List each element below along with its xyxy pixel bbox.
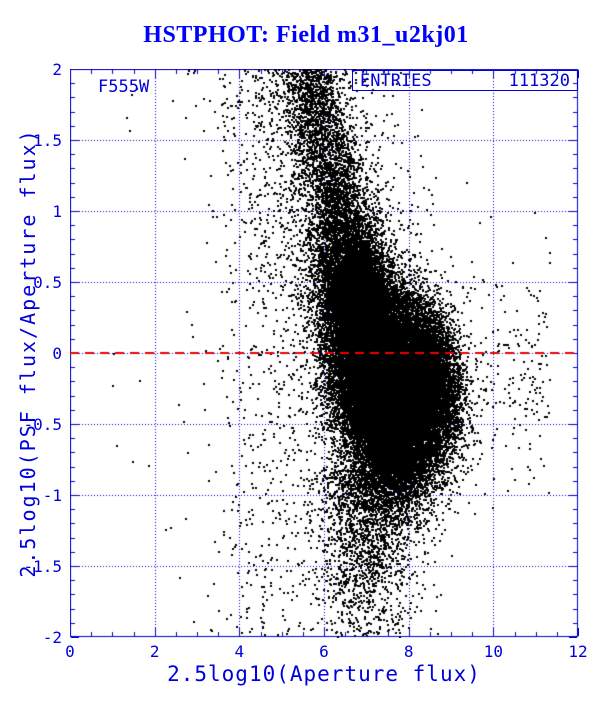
entries-label: ENTRIES (360, 70, 432, 91)
y-tick-label: 1 (52, 202, 62, 221)
x-tick-label: 2 (149, 642, 160, 661)
entries-box: ENTRIES 111320 (352, 70, 578, 91)
y-axis-title: 2.5log10(PSF flux/Aperture flux) (16, 128, 40, 578)
x-tick-label: 12 (568, 642, 588, 661)
y-tick-label: 0 (52, 344, 62, 363)
entries-value: 111320 (508, 70, 570, 91)
y-tick-label: 2 (52, 60, 62, 79)
y-tick-label: -0.5 (23, 415, 62, 434)
x-tick-label: 8 (403, 642, 414, 661)
filter-label: F555W (98, 77, 150, 97)
page-title: HSTPHOT: Field m31_u2kj01 (143, 22, 469, 48)
x-tick-label: 6 (319, 642, 329, 661)
scatter-canvas (70, 69, 579, 638)
y-tick-label: -2 (42, 628, 62, 647)
y-tick-label: 1.5 (33, 131, 62, 150)
x-axis-title: 2.5log10(Aperture flux) (167, 662, 481, 686)
x-tick-label: 10 (483, 642, 503, 661)
y-tick-label: 0.5 (33, 273, 62, 292)
y-tick-label: -1.5 (23, 557, 62, 576)
x-tick-label: 0 (65, 642, 75, 661)
y-tick-label: -1 (42, 486, 62, 505)
x-tick-label: 4 (234, 642, 245, 661)
